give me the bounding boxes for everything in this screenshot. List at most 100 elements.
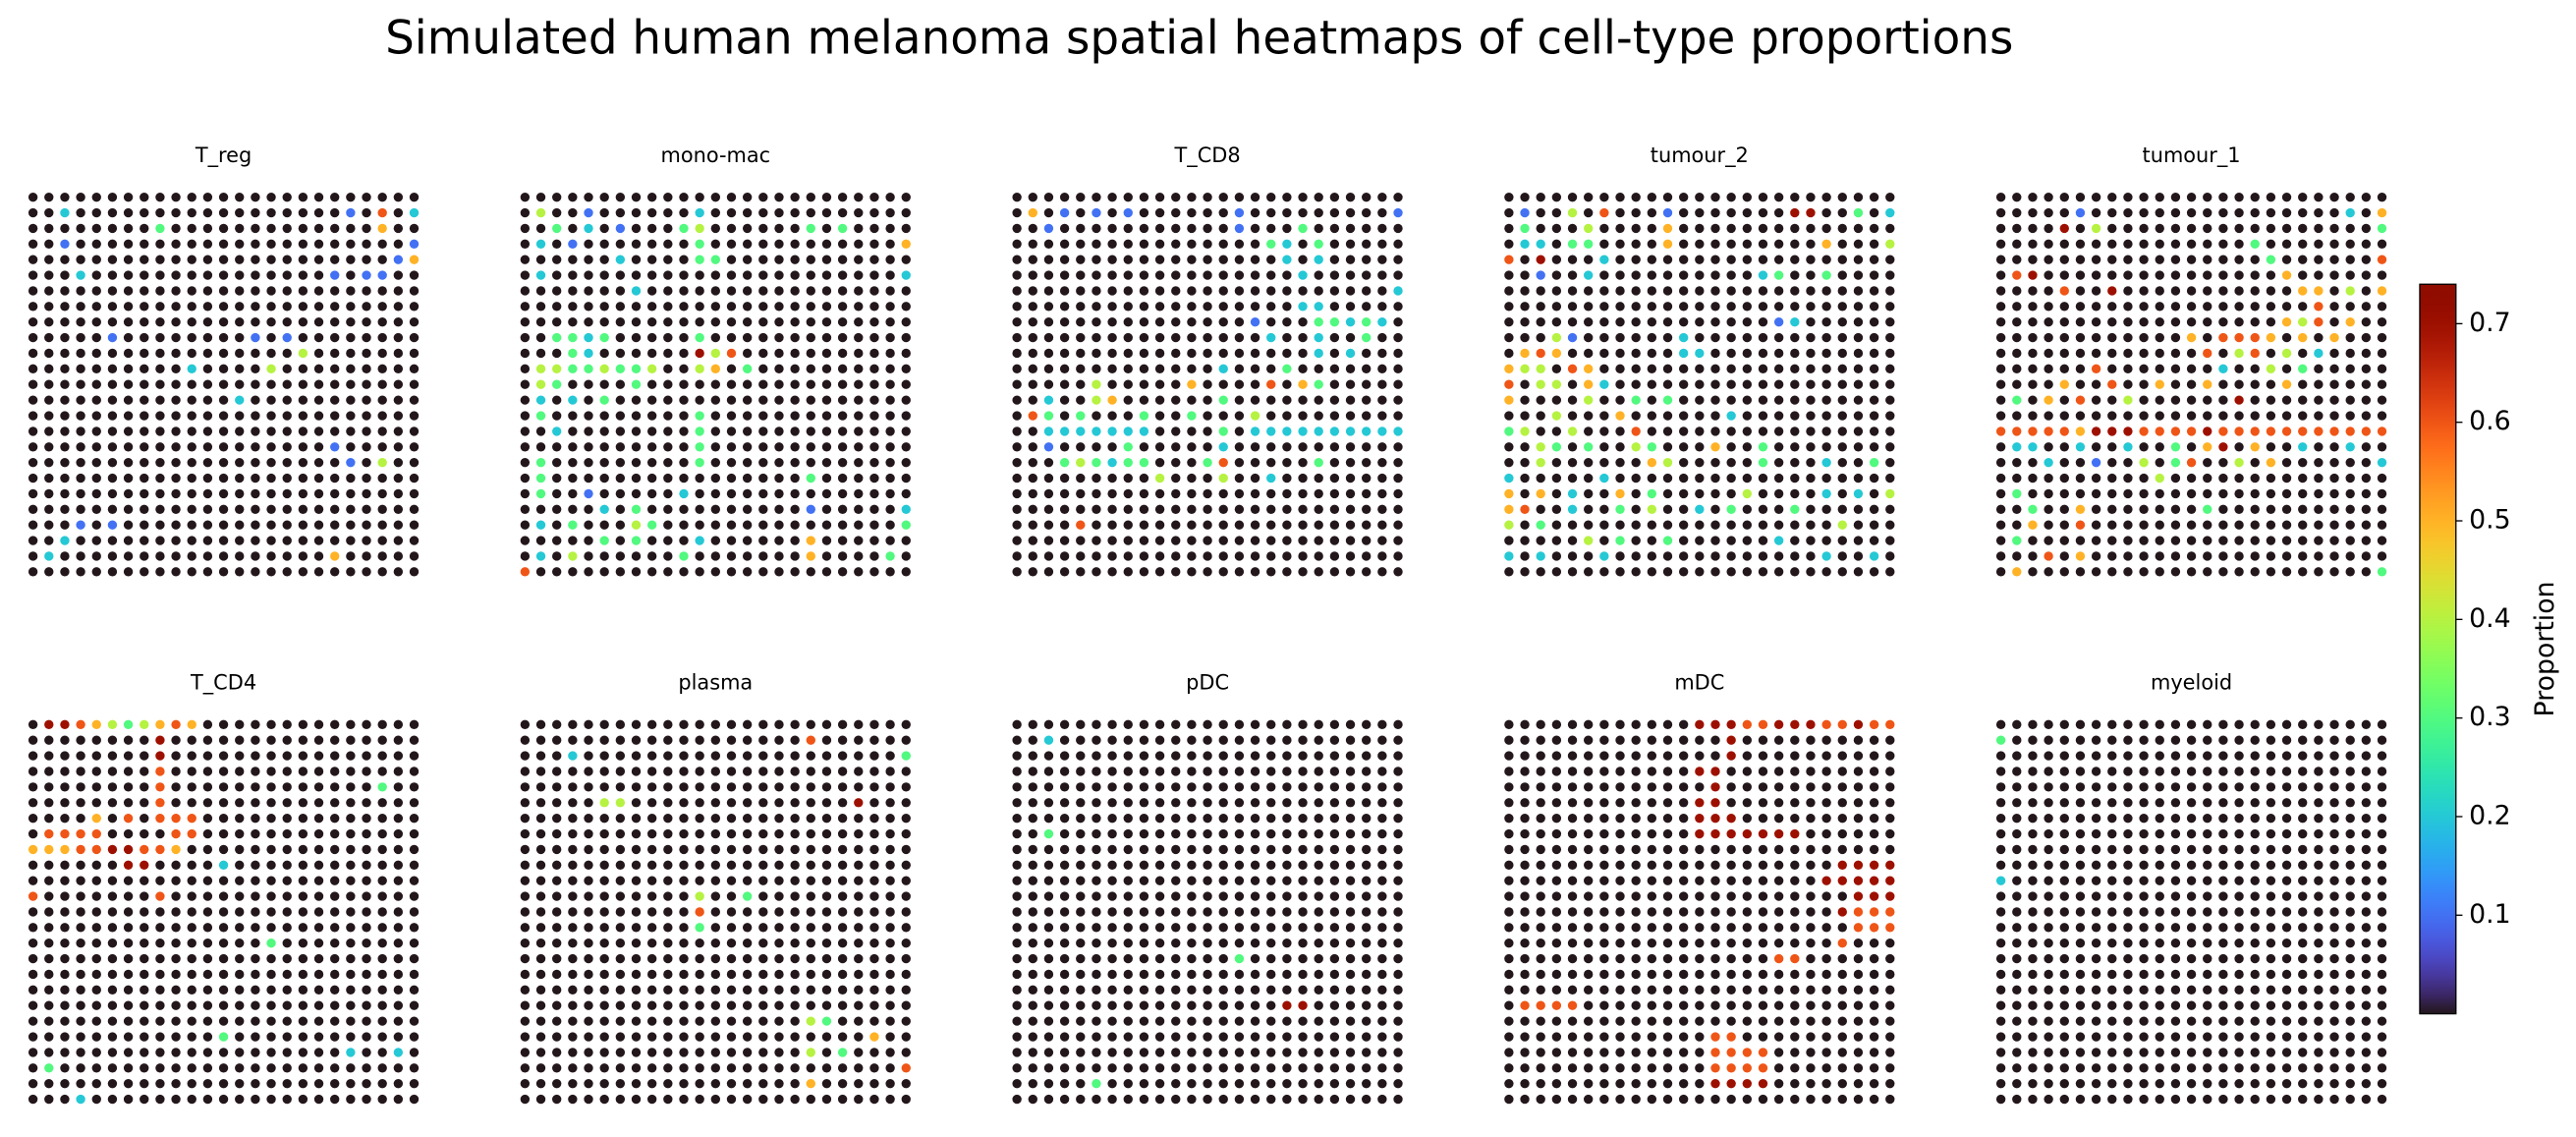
spot [2281, 426, 2292, 436]
spot [1329, 860, 1340, 870]
spot [1282, 767, 1292, 776]
spot [758, 953, 768, 964]
spot [1821, 192, 1831, 202]
spot [1345, 457, 1356, 468]
spot [2012, 286, 2022, 296]
spot [1837, 270, 1847, 280]
spot [1647, 317, 1657, 327]
spot [235, 192, 245, 202]
spot [1139, 813, 1149, 824]
spot [251, 891, 260, 901]
spot [1345, 751, 1356, 761]
spot [1362, 719, 1372, 730]
spot [710, 317, 721, 327]
spot [1615, 302, 1625, 312]
spot [568, 1048, 578, 1057]
spot [1266, 207, 1276, 218]
spot [1076, 767, 1086, 776]
spot [2170, 223, 2181, 234]
spot [646, 348, 657, 359]
spot [1218, 1078, 1228, 1089]
spot [1314, 223, 1323, 234]
spot [679, 457, 689, 468]
spot [251, 255, 260, 264]
spot [742, 442, 753, 452]
spot [1234, 317, 1245, 327]
spot [631, 1016, 642, 1026]
spot [584, 488, 593, 499]
spot [1154, 1048, 1165, 1057]
spot [2139, 255, 2149, 264]
spot [251, 395, 260, 405]
spot [330, 751, 340, 761]
spot [758, 551, 768, 561]
spot [901, 379, 911, 389]
spot [806, 719, 815, 730]
spot [60, 719, 70, 730]
spot [1043, 907, 1054, 917]
spot [901, 891, 911, 901]
spot [2345, 551, 2355, 561]
spot [1520, 255, 1530, 264]
spot [552, 969, 562, 980]
spot [1377, 938, 1387, 948]
spot [1092, 551, 1101, 561]
spot [885, 239, 895, 249]
spot [1028, 719, 1037, 730]
spot [187, 223, 196, 234]
spot [1362, 813, 1372, 824]
spot [1250, 488, 1260, 499]
spot [1615, 192, 1625, 202]
spot [76, 782, 85, 792]
spot [1345, 567, 1356, 577]
spot [76, 442, 85, 452]
spot [1726, 473, 1736, 483]
spot [774, 551, 784, 561]
spot [1329, 876, 1340, 885]
spot [790, 255, 800, 264]
spot [218, 255, 229, 264]
spot [60, 1000, 70, 1010]
spot [1345, 860, 1356, 870]
spot [646, 364, 657, 374]
spot [710, 1032, 721, 1042]
spot [1250, 828, 1260, 839]
spot [2186, 379, 2197, 389]
spot [2186, 551, 2197, 561]
spot [2028, 551, 2038, 561]
spot [2044, 270, 2053, 280]
spot [599, 379, 609, 389]
spot [2361, 442, 2372, 452]
spot [1345, 488, 1356, 499]
spot [1123, 223, 1133, 234]
spot [251, 938, 260, 948]
spot [107, 1094, 118, 1105]
spot [2123, 270, 2133, 280]
spot [2329, 255, 2339, 264]
spot [298, 442, 308, 452]
spot [520, 1063, 531, 1073]
spot [1758, 332, 1768, 343]
spot [1584, 379, 1594, 389]
spot [552, 782, 562, 792]
spot [584, 860, 593, 870]
spot [568, 969, 578, 980]
spot [885, 520, 895, 530]
spot [1615, 395, 1625, 405]
spot [1662, 411, 1673, 421]
spot [1584, 395, 1594, 405]
spot [552, 488, 562, 499]
spot [1362, 520, 1372, 530]
spot [1584, 255, 1594, 264]
spot [1567, 364, 1578, 374]
spot [837, 332, 848, 343]
spot [2314, 207, 2324, 218]
spot [2123, 317, 2133, 327]
spot [202, 1063, 213, 1073]
spot [1314, 457, 1323, 468]
spot [2139, 551, 2149, 561]
spot [28, 891, 38, 901]
spot [2377, 395, 2387, 405]
spot [2091, 286, 2101, 296]
spot [266, 782, 276, 792]
